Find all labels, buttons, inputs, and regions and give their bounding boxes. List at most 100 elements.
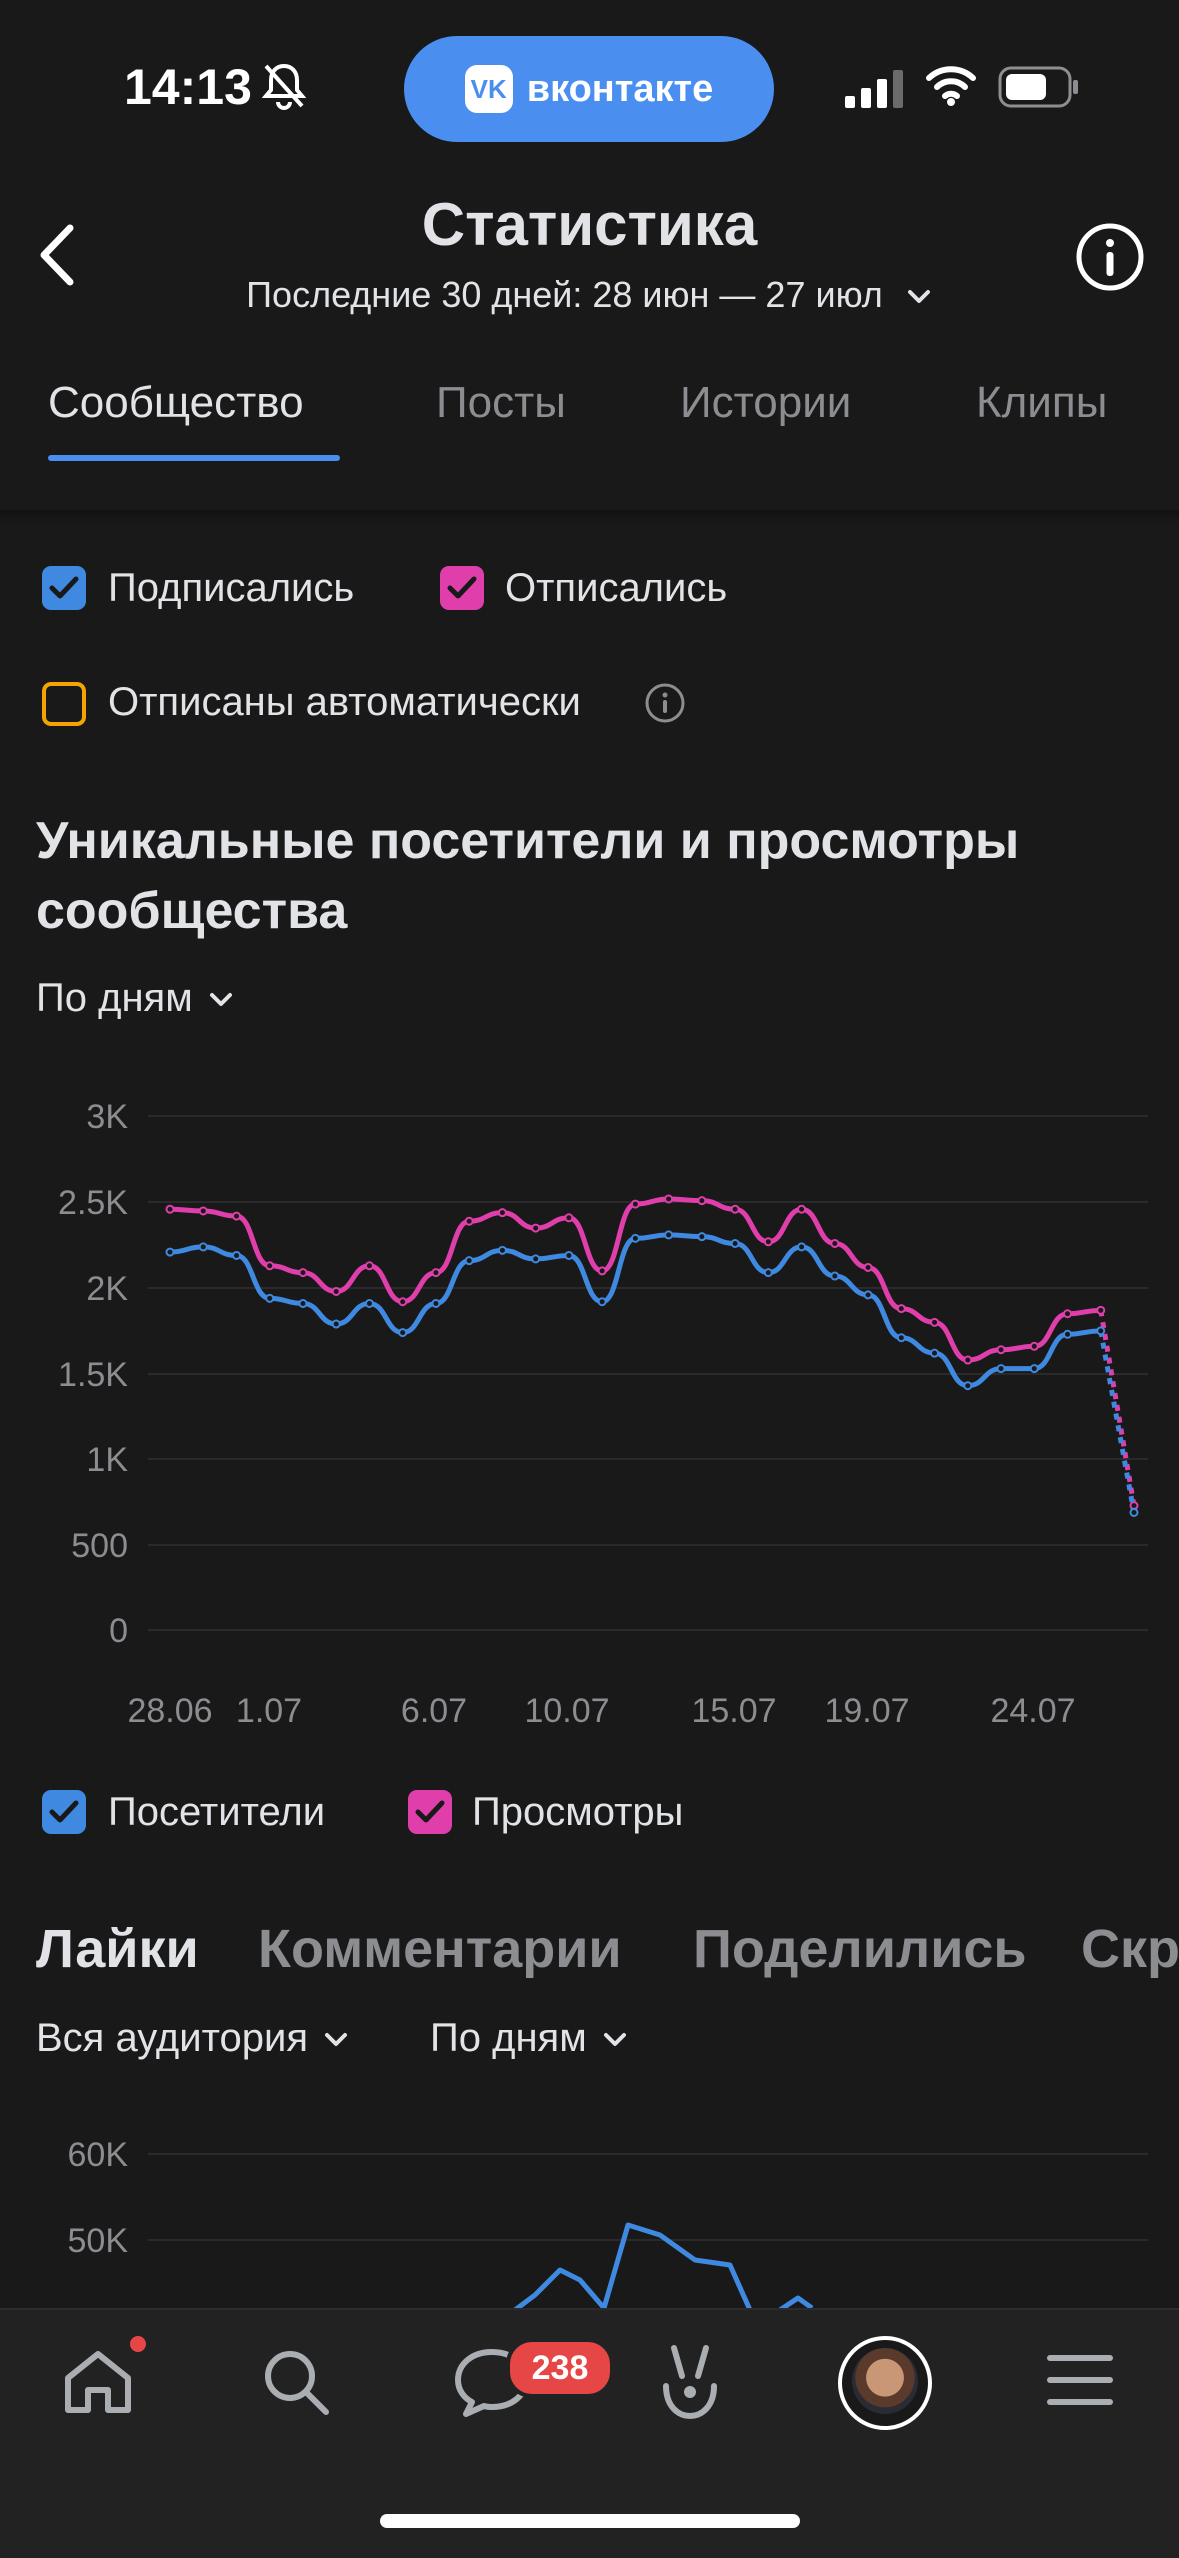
y-tick-label: 1K [86,1441,128,1479]
visitors-granularity-dropdown[interactable]: По дням [36,976,235,1021]
tab-hidden[interactable]: Скр [1081,1919,1179,1979]
search-icon[interactable] [258,2344,334,2420]
tab-likes[interactable]: Лайки [36,1919,199,1979]
audience-label: Вся аудитория [36,2016,308,2060]
data-point [464,1256,474,1266]
data-point [996,1345,1006,1355]
visitors-legend-label: Посетители [108,1790,326,1834]
home-indicator [380,2514,800,2528]
tab-comments[interactable]: Комментарии [258,1919,622,1979]
home-icon[interactable] [60,2344,136,2420]
data-point [231,1211,241,1221]
y-tick-label: 60K [67,2136,129,2174]
data-point [531,1254,541,1264]
data-point [398,1328,408,1338]
chevron-down-icon [209,993,232,1007]
data-point [398,1297,408,1307]
avatar-image [852,2348,918,2414]
menu-icon[interactable] [1044,2350,1116,2410]
data-point [497,1245,507,1255]
data-point [531,1223,541,1233]
bell-muted-icon [262,63,306,110]
gridline [148,2239,1148,2241]
data-point [697,1196,707,1206]
page-title: Статистика [421,191,758,258]
data-point [364,1298,374,1308]
data-point [763,1237,773,1247]
data-point [763,1268,773,1278]
data-point [597,1266,607,1276]
checkmark-icon [49,1800,79,1823]
data-point [497,1208,507,1218]
data-point [863,1290,873,1300]
data-point [630,1199,640,1209]
checkmark-icon [415,1800,445,1823]
data-point [1029,1364,1039,1374]
data-point [930,1317,940,1327]
chevron-down-icon [324,2033,347,2047]
audience-dropdown[interactable]: Вся аудитория [36,2016,350,2061]
views-legend-label: Просмотры [472,1790,684,1834]
data-point [165,1204,175,1214]
y-tick-label: 1.5K [58,1356,128,1394]
data-point [331,1319,341,1329]
gridline [148,1629,1148,1631]
unsubscribed-label: Отписались [505,566,728,610]
data-point [431,1298,441,1308]
profile-avatar[interactable] [838,2336,932,2430]
clips-icon[interactable] [652,2340,728,2424]
data-point [298,1298,308,1308]
auto-unsubscribed-checkbox[interactable] [42,682,86,726]
vk-app-pill[interactable]: VK вконтакте [404,36,774,142]
views-legend-checkbox[interactable] [408,1790,452,1834]
series-line-visitors [169,1232,1101,1389]
checkmark-icon [447,576,477,599]
gridline [148,2153,1148,2155]
tab-posts[interactable]: Посты [436,378,566,427]
x-tick-label: 6.07 [400,1692,468,1730]
active-tab-indicator [48,455,340,461]
granularity-label: По дням [430,2016,587,2060]
data-point [1096,1326,1106,1336]
data-point [896,1304,906,1314]
checkmark-icon [49,576,79,599]
data-point [730,1204,740,1214]
unsubscribed-checkbox[interactable] [440,566,484,610]
data-point [963,1381,973,1391]
y-tick-label: 2K [86,1270,128,1308]
data-point [265,1261,275,1271]
granularity-label: По дням [36,976,193,1020]
back-button[interactable] [30,220,90,290]
data-point [963,1355,973,1365]
data-point [231,1250,241,1260]
likes-chart-line [513,2222,814,2310]
tabs-divider [0,510,1179,524]
data-point [930,1348,940,1358]
data-point [265,1293,275,1303]
period-selector[interactable]: Последние 30 дней: 28 июн — 27 июл [0,274,1179,316]
data-point [1063,1309,1073,1319]
data-point [697,1232,707,1242]
tab-shares[interactable]: Поделились [693,1919,1027,1979]
likes-granularity-dropdown[interactable]: По дням [430,2016,629,2061]
data-point [364,1261,374,1271]
chevron-down-icon [603,2033,626,2047]
y-tick-label: 3K [86,1098,128,1136]
y-tick-label: 0 [109,1612,128,1650]
data-point [830,1271,840,1281]
gridline [148,1458,1148,1460]
y-tick-label: 50K [67,2222,129,2260]
visitors-legend-checkbox[interactable] [42,1790,86,1834]
x-tick-label: 10.07 [524,1692,610,1730]
data-point [1063,1329,1073,1339]
subscribed-checkbox[interactable] [42,566,86,610]
info-icon[interactable] [1075,222,1145,292]
tab-clips[interactable]: Клипы [976,378,1108,427]
tab-stories[interactable]: Истории [680,378,852,427]
gridline [148,1287,1148,1289]
tab-community[interactable]: Сообщество [48,378,304,427]
data-point [1029,1341,1039,1351]
info-small-icon[interactable] [644,682,686,724]
data-point [797,1204,807,1214]
x-tick-label: 28.06 [127,1692,213,1730]
